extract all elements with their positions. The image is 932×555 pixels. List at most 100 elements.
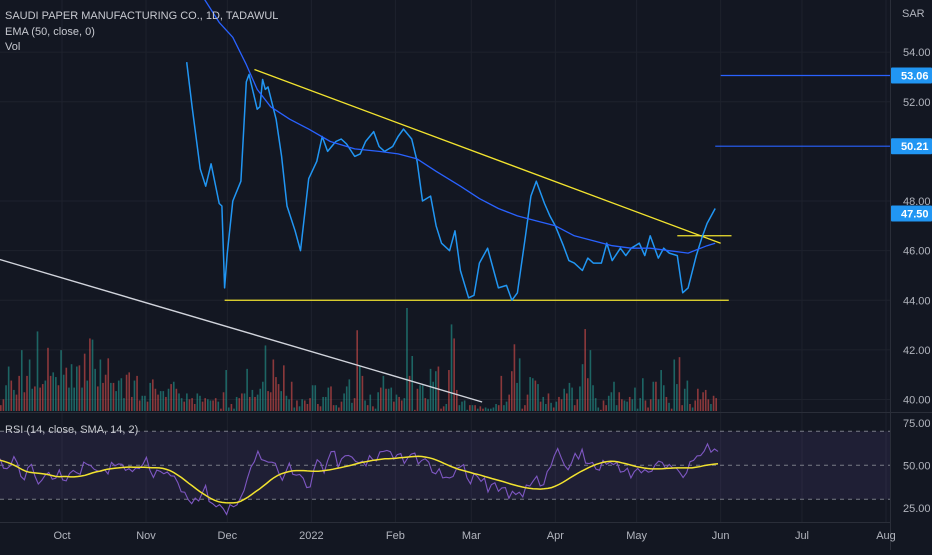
volume-bar (691, 407, 694, 411)
price-badge: 50.21 (891, 138, 932, 155)
volume-bar (207, 399, 209, 411)
volume-bar (188, 399, 191, 411)
volume-bar (660, 370, 662, 411)
volume-bar (550, 402, 552, 411)
volume-bar (196, 393, 199, 411)
volume-bar (500, 375, 503, 411)
volume-bar (602, 400, 605, 411)
volume-bar (639, 398, 642, 412)
volume-bar (193, 403, 196, 411)
volume-bar (516, 382, 518, 411)
volume-bar (710, 403, 712, 411)
volume-bar (327, 387, 330, 411)
volume-bar (545, 403, 547, 411)
volume-bar (201, 401, 204, 411)
volume-bar (338, 407, 340, 411)
volume-bar (576, 399, 579, 411)
volume-bar (497, 405, 500, 411)
chart-legend: SAUDI PAPER MANUFACTURING CO., 1D, TADAW… (5, 9, 278, 56)
volume-bar (49, 375, 52, 411)
time-tick-label: Mar (462, 530, 481, 542)
volume-bar (652, 381, 655, 411)
volume-bar (686, 380, 689, 411)
volume-bar (283, 365, 285, 411)
volume-bar (112, 382, 115, 411)
volume-bar (683, 388, 686, 411)
volume-bar (366, 405, 369, 411)
volume-bar (539, 401, 542, 411)
volume-bar (241, 393, 243, 411)
volume-bar (529, 377, 531, 411)
volume-bar (668, 402, 670, 411)
volume-bar (461, 401, 463, 411)
volume-bar (469, 405, 471, 411)
price-badge-bg (891, 205, 932, 222)
volume-bar (434, 371, 437, 411)
volume-bar (7, 366, 10, 411)
price-badge-label: 53.06 (901, 70, 929, 82)
volume-bar (414, 409, 416, 411)
volume-bar (183, 401, 186, 411)
volume-bar (665, 396, 668, 411)
volume-bar (317, 403, 319, 411)
volume-bar (259, 388, 262, 411)
volume-bar (162, 391, 165, 411)
price-tick-label: 48.00 (903, 196, 931, 208)
volume-bar (406, 308, 408, 411)
volume-bar (60, 350, 62, 411)
volume-bar (296, 400, 298, 411)
volume-bar (647, 407, 649, 411)
volume-bar (416, 388, 419, 411)
volume-bar (222, 392, 225, 411)
volume-bar (505, 401, 508, 411)
volume-bar (52, 372, 55, 412)
volume-bar (75, 366, 78, 411)
volume-bar (18, 375, 20, 411)
volume-layer (0, 308, 717, 412)
volume-bar (36, 331, 39, 411)
volume-bar (534, 380, 537, 411)
volume-bar (209, 400, 212, 411)
price-badge-bg (891, 67, 932, 84)
volume-bar (324, 396, 327, 411)
volume-bar (594, 398, 597, 412)
volume-bar (597, 407, 600, 411)
price-line (185, 62, 716, 302)
volume-bar (610, 392, 613, 411)
volume-bar (20, 350, 23, 411)
volume-bar (642, 378, 644, 411)
volume-bar (212, 400, 214, 411)
volume-bar (285, 395, 288, 411)
time-tick-label: Jun (712, 530, 730, 542)
volume-bar (151, 379, 154, 411)
volume-bar (191, 398, 193, 412)
volume-bar (484, 407, 487, 411)
volume-bar (146, 401, 149, 411)
volume-bar (186, 393, 188, 411)
volume-bar (450, 324, 453, 411)
time-tick-label: Aug (876, 530, 896, 542)
volume-bar (238, 398, 241, 412)
volume-bar (623, 400, 626, 411)
volume-bar (445, 403, 448, 411)
volume-bar (382, 375, 385, 411)
volume-bar (398, 396, 400, 411)
volume-bar (521, 408, 524, 411)
volume-bar (621, 399, 623, 411)
volume-bar (607, 395, 610, 411)
volume-bar (395, 394, 398, 411)
volume-bar (89, 338, 91, 411)
volume-bar (558, 396, 560, 411)
volume-legend: Vol (5, 41, 21, 53)
volume-bar (220, 408, 222, 411)
time-tick-label: May (626, 530, 647, 542)
price-tick-label: 44.00 (903, 295, 931, 307)
volume-bar (15, 394, 18, 411)
volume-bar (256, 394, 259, 411)
volume-bar (589, 350, 592, 411)
volume-bar (676, 384, 678, 411)
volume-bar (167, 388, 170, 411)
volume-bar (694, 400, 697, 411)
